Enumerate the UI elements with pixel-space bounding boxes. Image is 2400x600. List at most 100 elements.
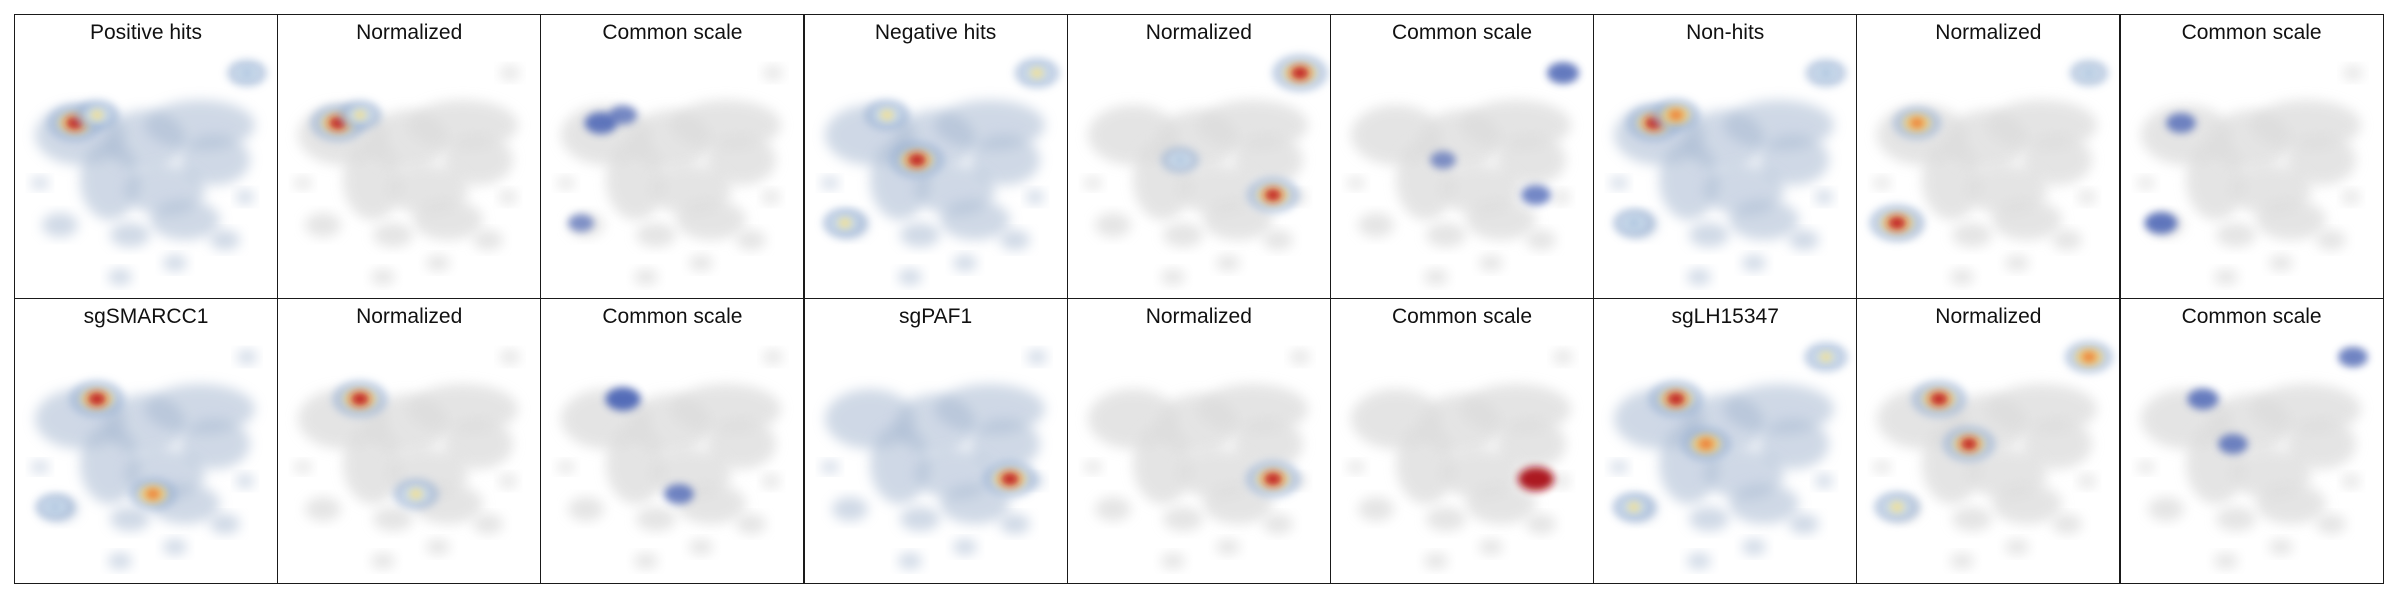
cell-density-blob	[1526, 514, 1556, 535]
hotspot	[1869, 204, 1926, 242]
cell-density-blob	[1952, 507, 1993, 532]
cell-density-blob	[2215, 507, 2256, 532]
cell-density-blob	[1083, 177, 1102, 189]
cell-density-blob	[237, 350, 257, 365]
cell-density-blob	[373, 223, 414, 247]
cell-density-blob	[1526, 230, 1556, 250]
panel-title: Normalized	[1935, 305, 2042, 329]
hotspot	[1804, 342, 1849, 373]
cell-density-blob	[163, 255, 187, 271]
cell-density-blob	[1873, 177, 1892, 189]
heatmap-panel: Common scale	[540, 14, 805, 300]
hotspot	[1651, 98, 1701, 132]
cell-density-blob	[426, 539, 451, 556]
cell-density-blob	[1789, 230, 1820, 250]
cell-density-blob	[2213, 269, 2238, 285]
cell-density-blob	[1742, 255, 1767, 271]
cell-density-blob	[736, 230, 767, 250]
cell-density-blob	[2255, 200, 2326, 240]
cell-density-blob	[2341, 190, 2360, 204]
panel-title: Common scale	[1391, 305, 1533, 329]
density-map	[31, 59, 268, 285]
cell-density-blob	[952, 539, 977, 556]
cell-density-blob	[2268, 539, 2293, 556]
density-map	[31, 350, 257, 570]
hotspot	[2165, 113, 2196, 133]
heatmap-panel: Non-hits	[1593, 14, 1858, 300]
density-map	[1869, 59, 2109, 285]
hotspot	[1874, 491, 1921, 524]
cell-density-blob	[706, 135, 777, 185]
cell-density-blob	[1742, 539, 1767, 556]
hotspot	[338, 100, 383, 130]
cell-density-blob	[1215, 255, 1240, 271]
cell-density-blob	[568, 497, 605, 522]
hotspot	[981, 460, 1038, 499]
heatmap-panel: Normalized	[1856, 14, 2121, 300]
cell-density-blob	[2052, 514, 2083, 535]
cell-density-blob	[31, 177, 49, 189]
cell-density-blob	[110, 507, 150, 532]
cell-density-blob	[1083, 461, 1102, 474]
hotspot	[332, 380, 389, 419]
cell-density-blob	[1610, 461, 1629, 474]
density-map	[1610, 58, 1847, 285]
cell-density-blob	[108, 553, 132, 570]
cell-density-blob	[1094, 213, 1131, 237]
panel-title: sgSMARCC1	[83, 305, 209, 329]
cell-density-blob	[1426, 507, 1466, 532]
cell-density-blob	[1426, 223, 1466, 247]
hotspot	[1245, 176, 1300, 214]
cell-density-blob	[2285, 419, 2356, 470]
figure-grid: Positive hits Normalized Common scale Negat…	[14, 14, 2384, 585]
hotspot	[863, 99, 910, 131]
hotspot	[1013, 57, 1060, 89]
cell-density-blob	[305, 213, 342, 237]
hotspot	[605, 387, 641, 412]
cell-density-blob	[1358, 497, 1394, 522]
cell-density-blob	[110, 223, 150, 247]
density-map	[1083, 54, 1328, 285]
cell-density-blob	[689, 255, 714, 271]
hotspot	[74, 99, 120, 131]
cell-density-blob	[2136, 461, 2155, 474]
cell-density-blob	[373, 507, 414, 532]
heatmap-panel: Common scale	[2119, 298, 2384, 585]
hotspot	[1942, 426, 1997, 463]
cell-density-blob	[500, 350, 521, 365]
cell-density-blob	[2315, 514, 2346, 535]
cell-density-blob	[939, 200, 1010, 240]
cell-density-blob	[180, 135, 250, 185]
cell-density-blob	[1789, 514, 1820, 535]
density-map	[557, 350, 784, 570]
cell-density-blob	[163, 539, 187, 556]
heatmap-panel: Normalized	[1856, 298, 2121, 585]
cell-density-blob	[1552, 190, 1570, 204]
cell-density-blob	[1202, 484, 1273, 525]
cell-density-blob	[371, 269, 396, 285]
cell-density-blob	[305, 497, 342, 522]
cell-density-blob	[762, 190, 781, 204]
density-map	[294, 66, 521, 285]
cell-density-blob	[899, 223, 940, 247]
hotspot	[584, 112, 618, 134]
cell-density-blob	[2052, 230, 2083, 250]
cell-density-blob	[294, 461, 313, 474]
cell-density-blob	[2022, 419, 2093, 470]
hotspot	[128, 477, 178, 511]
panel-title: Common scale	[2181, 21, 2322, 44]
cell-density-blob	[473, 230, 504, 250]
hotspot	[2337, 347, 2368, 368]
cell-density-blob	[2136, 177, 2155, 189]
density-map	[1083, 350, 1310, 570]
cell-density-blob	[2285, 135, 2356, 185]
cell-density-blob	[736, 514, 767, 535]
panel-title: Non-hits	[1686, 21, 1765, 44]
cell-density-blob	[1479, 255, 1503, 271]
cell-density-blob	[180, 419, 250, 470]
cell-density-blob	[939, 484, 1010, 525]
cell-density-blob	[1759, 135, 1830, 185]
heatmap-panel: Common scale	[540, 298, 805, 585]
cell-density-blob	[2215, 223, 2256, 247]
hotspot	[1612, 208, 1656, 238]
